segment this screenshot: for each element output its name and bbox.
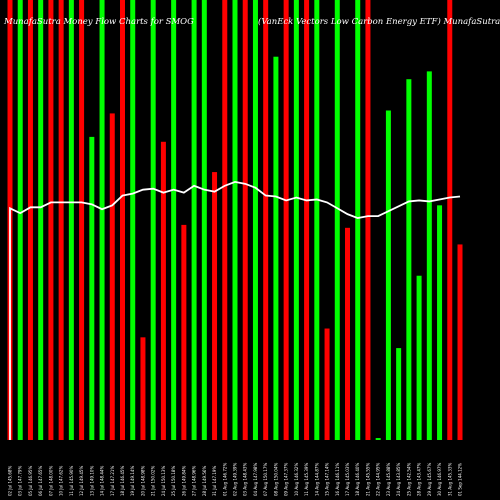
bar-7 [79,0,85,440]
x-tick-label-18: 27 Jul 148.96% [192,466,197,496]
bar-23 [242,0,248,440]
bar-8 [89,136,95,440]
x-tick-label-9: 14 Jul 148.44% [100,466,105,496]
x-tick-label-43: 31 Aug 145.33% [447,463,452,496]
bar-17 [181,224,187,440]
x-tick-label-12: 19 Jul 149.14% [130,466,135,496]
x-tick-label-35: 21 Aug 145.55% [365,463,370,496]
x-tick-label-8: 13 Jul 149.10% [89,466,94,496]
x-tick-label-40: 28 Aug 143.47% [417,463,422,496]
bar-35 [365,0,371,440]
x-tick-label-14: 21 Jul 150.02% [151,466,156,496]
bar-15 [160,141,166,440]
bar-42 [437,205,443,440]
x-tick-label-41: 29 Aug 145.67% [427,463,432,496]
x-tick-label-6: 11 Jul 145.90% [69,466,74,496]
bar-41 [426,71,432,440]
x-tick-label-22: 02 Aug 149.39% [233,463,238,496]
bar-38 [396,348,402,440]
bar-29 [304,0,310,440]
bar-13 [140,337,146,440]
x-tick-label-7: 12 Jul 149.45% [79,466,84,496]
x-tick-label-1: 03 Jul 147.79% [18,466,23,496]
bar-22 [232,0,238,440]
x-tick-label-36: 22 Aug 144.95% [376,463,381,496]
bar-1 [17,0,23,440]
x-tick-label-30: 14 Aug 144.87% [314,463,319,496]
x-tick-label-2: 05 Jul 146.95% [28,466,33,496]
bar-3 [38,0,44,440]
x-tick-label-17: 26 Jul 149.84% [181,466,186,496]
x-tick-label-16: 25 Jul 150.18% [171,466,176,496]
x-tick-label-20: 31 Jul 147.19% [212,466,217,496]
bar-11 [120,0,125,440]
bar-30 [314,0,320,440]
x-tick-label-25: 07 Aug 150.17% [263,463,268,496]
x-tick-label-3: 06 Jul 147.65% [38,466,43,496]
bar-39 [406,79,412,440]
x-tick-label-38: 24 Aug 143.85% [396,463,401,496]
chart-title-left: MunafaSutra Money Flow Charts for SMOG [3,17,194,27]
x-tick-label-42: 30 Aug 146.97% [437,463,442,496]
x-tick-label-28: 10 Aug 146.32% [294,463,299,496]
bar-19 [201,0,207,440]
x-tick-label-13: 20 Jul 148.98% [140,466,145,496]
bar-27 [283,0,289,440]
x-tick-label-11: 18 Jul 146.45% [120,466,125,496]
x-tick-label-34: 18 Aug 146.40% [355,463,360,496]
x-tick-label-0: 02 Jul 145.68% [8,466,13,496]
bar-6 [68,0,74,440]
bar-5 [58,0,64,440]
chart-title-right: (VanEck Vectors Low Carbon Energy ETF) M… [258,16,500,27]
bar-36 [375,438,381,440]
x-tick-label-21: 01 Aug 146.72% [222,463,227,496]
x-tick-label-32: 16 Aug 146.11% [335,463,340,496]
money-flow-line [9,180,461,440]
bar-44 [457,244,463,440]
x-tick-label-23: 03 Aug 148.43% [243,463,248,496]
x-tick-label-5: 10 Jul 147.62% [59,466,64,496]
bar-10 [109,113,115,441]
line-series [9,180,461,440]
bar-9 [99,0,105,440]
x-tick-label-27: 09 Aug 147.37% [284,463,289,496]
x-tick-label-44: 01 Sep 144.12% [458,463,463,496]
x-tick-labels: 02 Jul 145.68% 03 Jul 147.79% 05 Jul 146.9… [8,463,463,496]
bar-2 [27,0,33,440]
bar-32 [334,0,340,440]
x-tick-label-37: 23 Aug 145.88% [386,463,391,496]
x-tick-label-10: 17 Jul 147.21% [110,466,115,496]
bar-26 [273,56,279,441]
bar-4 [48,0,54,440]
x-tick-label-26: 08 Aug 150.04% [273,463,278,496]
x-tick-label-24: 04 Aug 147.98% [253,463,258,496]
bar-37 [385,110,391,441]
x-tick-label-33: 17 Aug 145.03% [345,463,350,496]
bar-16 [171,0,177,440]
bar-series [7,0,463,441]
bar-18 [191,0,197,440]
x-tick-label-4: 07 Jul 148.00% [48,466,53,496]
bar-28 [293,0,299,440]
bar-33 [345,227,350,440]
bar-31 [324,328,330,440]
bar-12 [130,0,136,440]
x-tick-label-31: 15 Aug 147.14% [325,463,330,496]
bar-34 [355,0,361,440]
bar-43 [447,0,453,440]
bar-20 [212,172,218,440]
bar-25 [263,0,269,440]
x-tick-label-29: 11 Aug 145.39% [304,463,309,496]
bar-24 [252,0,258,440]
bar-40 [416,275,422,440]
x-tick-label-15: 24 Jul 150.13% [161,466,166,496]
x-tick-label-39: 25 Aug 142.54% [406,463,411,496]
bar-14 [150,0,156,440]
bar-21 [222,0,228,440]
x-tick-label-19: 28 Jul 149.56% [202,466,207,496]
